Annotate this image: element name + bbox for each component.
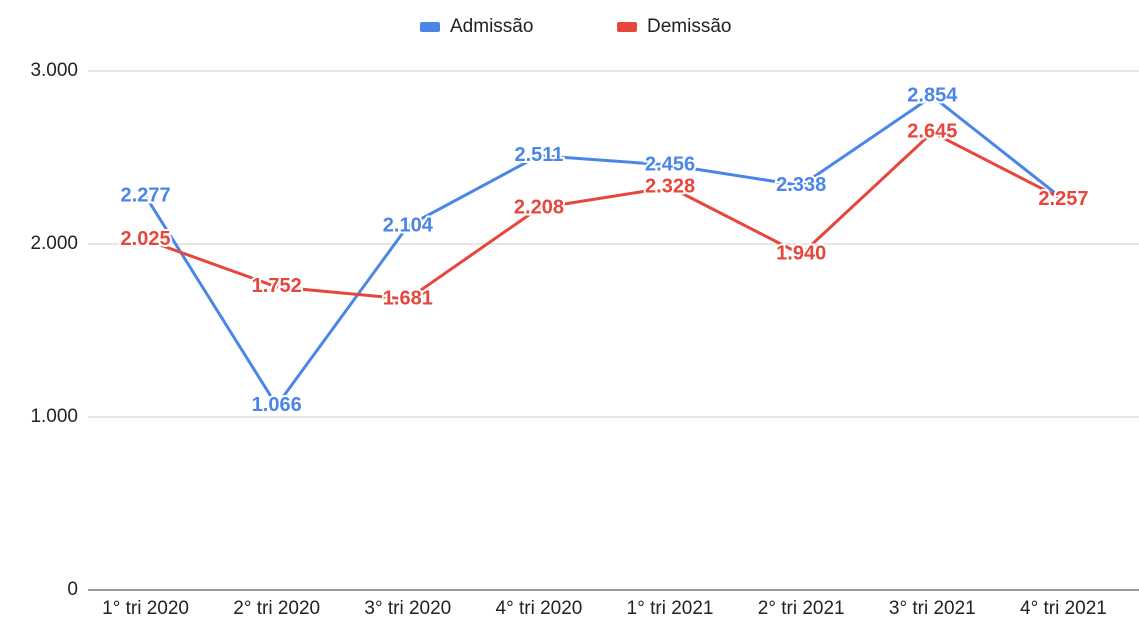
legend-swatch xyxy=(420,22,440,32)
x-tick-label: 2° tri 2021 xyxy=(758,598,845,619)
data-label: 2.338 xyxy=(776,174,826,196)
x-tick-label: 3° tri 2020 xyxy=(364,598,451,619)
y-tick-label: 3.000 xyxy=(30,60,78,81)
series-line xyxy=(144,94,1065,408)
data-label: 2.277 xyxy=(121,184,171,206)
data-label: 1.940 xyxy=(776,243,826,265)
data-label: 2.854 xyxy=(907,85,958,107)
data-label: 1.752 xyxy=(252,275,302,297)
x-tick-label: 1° tri 2020 xyxy=(102,598,189,619)
legend-swatch xyxy=(617,22,637,32)
y-tick-label: 2.000 xyxy=(30,233,78,254)
x-tick-label: 4° tri 2020 xyxy=(496,598,583,619)
data-label: 2.456 xyxy=(645,153,695,175)
data-label: 2.328 xyxy=(645,176,695,198)
data-label: 2.257 xyxy=(1038,188,1088,210)
data-label: 2.025 xyxy=(121,228,171,250)
data-label: 2.104 xyxy=(383,214,434,236)
series-line xyxy=(145,130,1065,301)
data-label: 2.645 xyxy=(907,121,957,143)
legend-label: Admissão xyxy=(450,16,533,37)
data-label: 1.681 xyxy=(383,287,433,309)
legend-label: Demissão xyxy=(647,16,731,37)
x-tick-label: 2° tri 2020 xyxy=(233,598,320,619)
x-tick-label: 3° tri 2021 xyxy=(889,598,976,619)
data-label: 2.257 xyxy=(1038,188,1088,210)
data-label: 2.511 xyxy=(514,144,563,166)
x-tick-label: 4° tri 2021 xyxy=(1020,598,1107,619)
data-label: 2.208 xyxy=(514,196,564,218)
y-tick-label: 0 xyxy=(67,579,78,600)
x-tick-label: 1° tri 2021 xyxy=(627,598,714,619)
data-label: 1.066 xyxy=(252,394,302,416)
y-tick-label: 1.000 xyxy=(30,406,78,427)
